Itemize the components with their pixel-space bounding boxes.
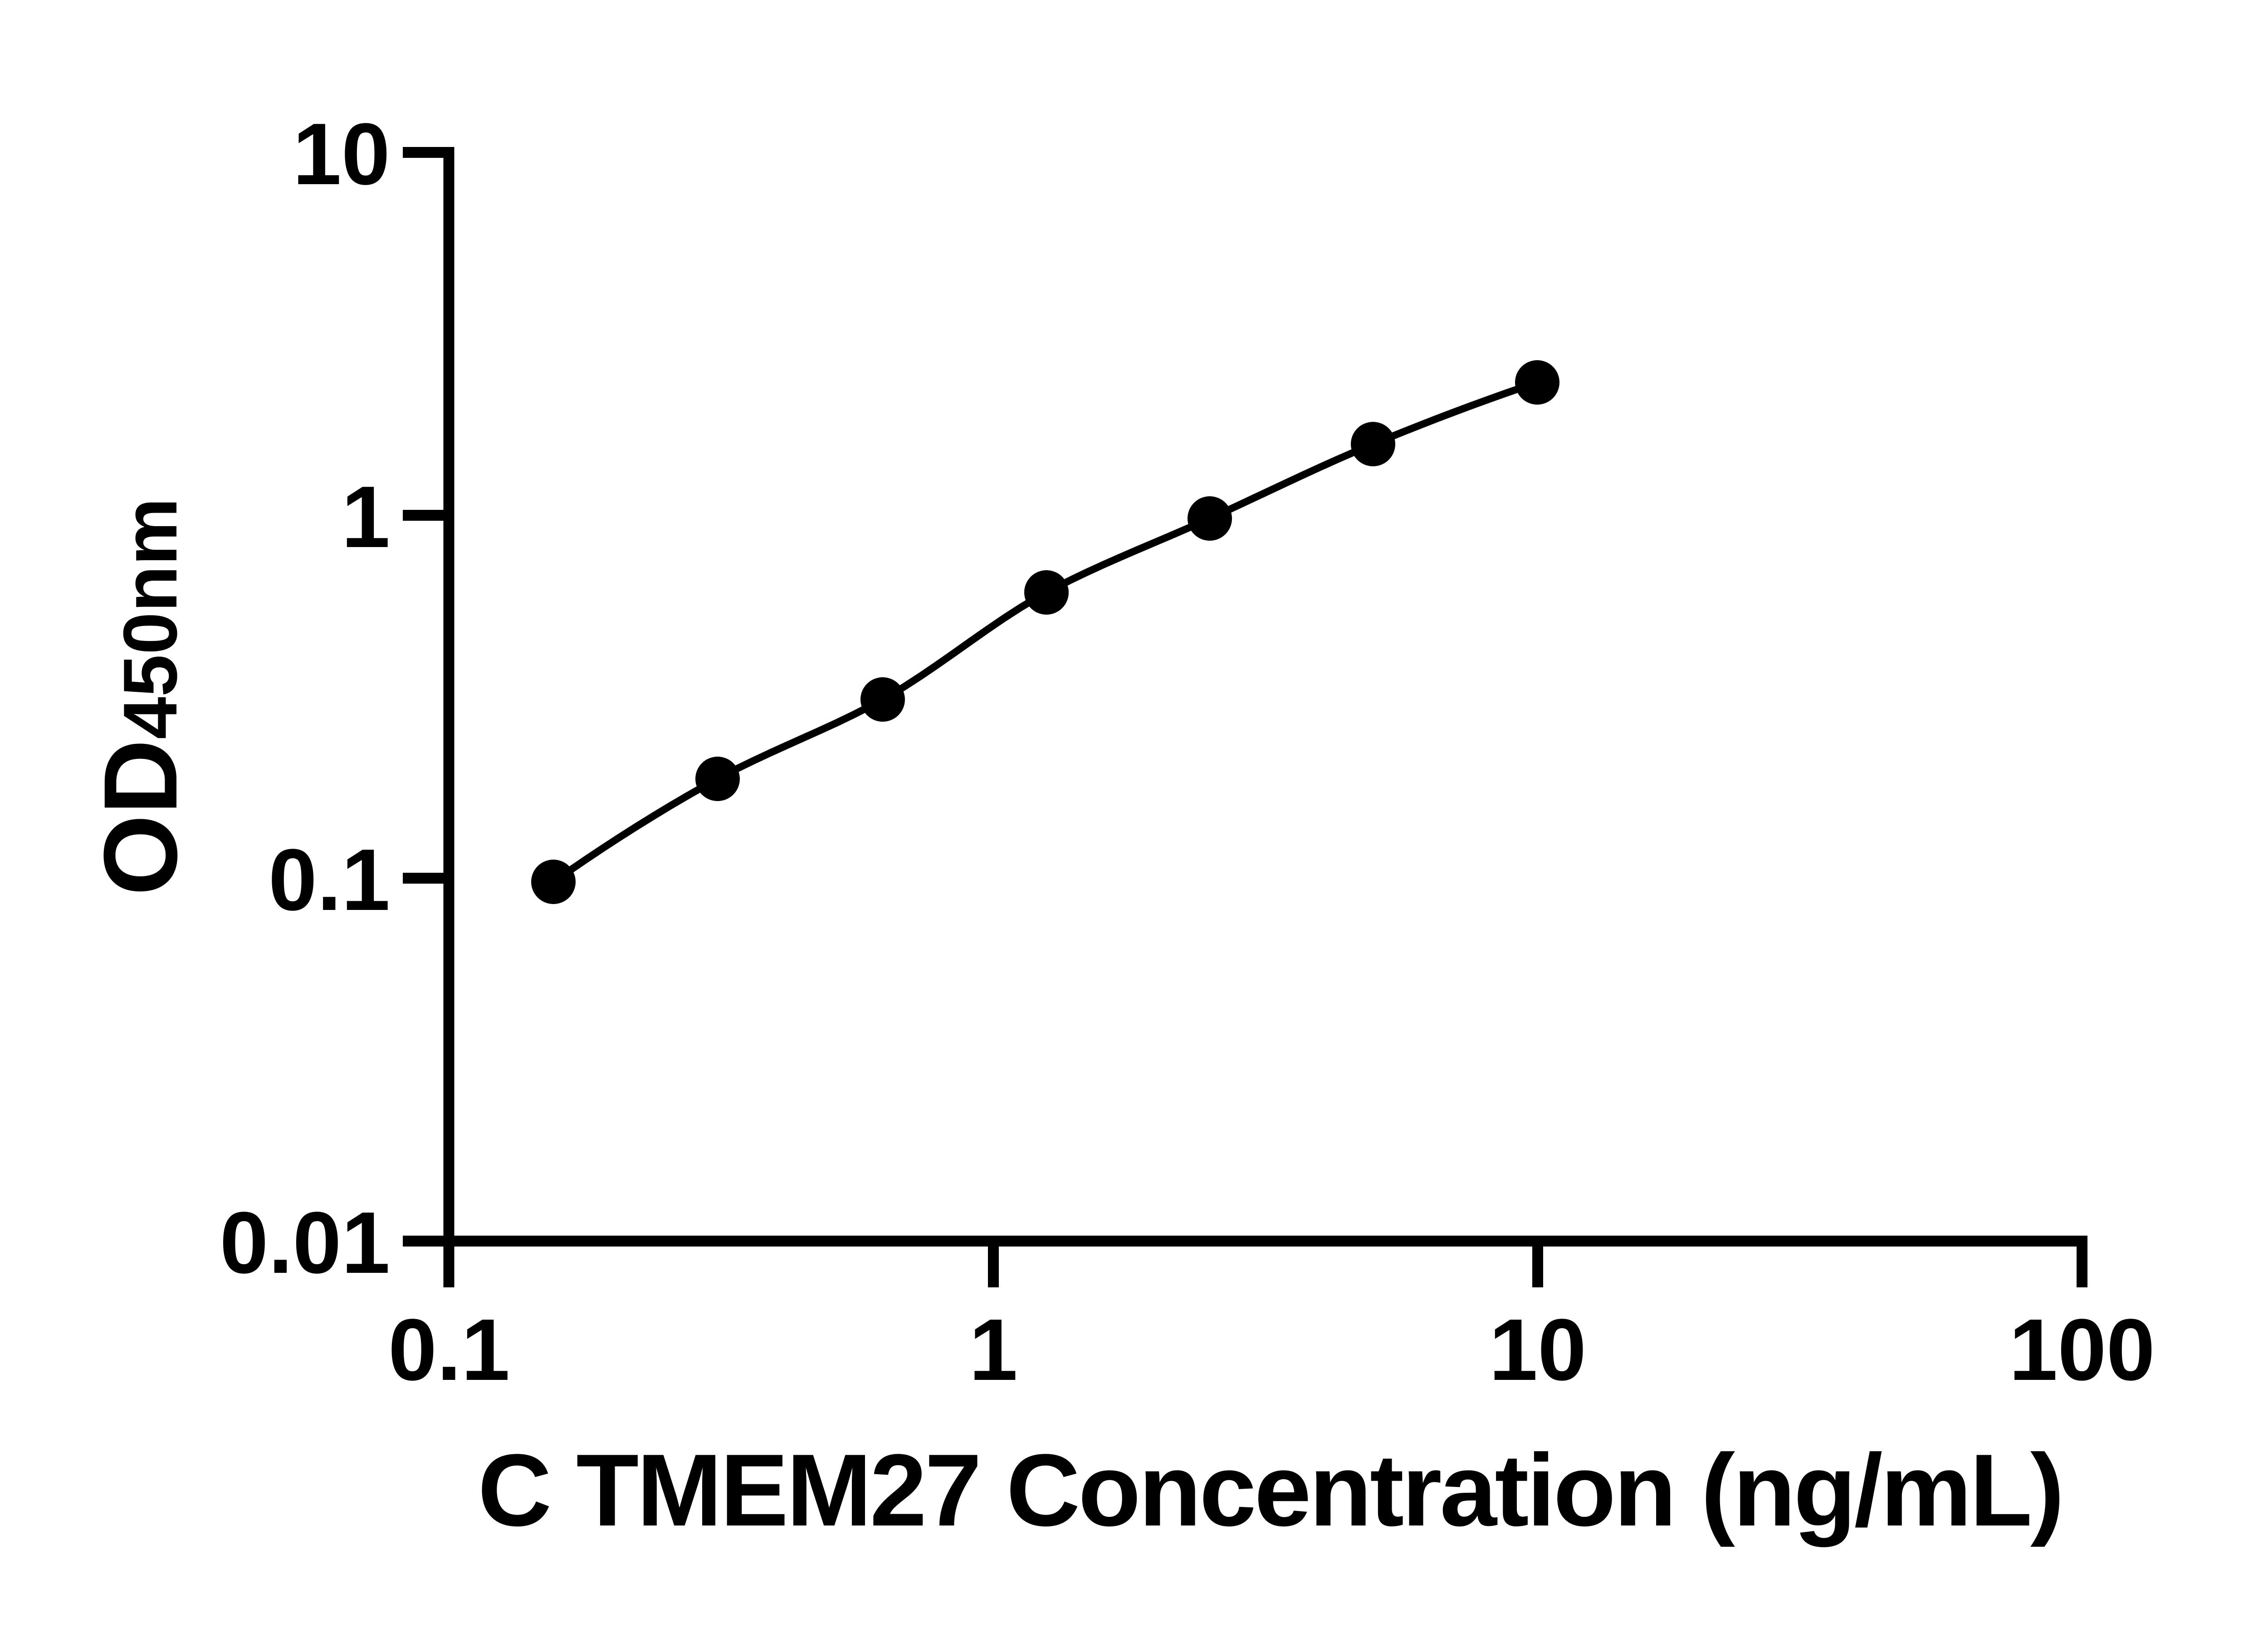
svg-text:1: 1 bbox=[342, 468, 390, 566]
svg-text:0.1: 0.1 bbox=[269, 831, 390, 929]
svg-text:100: 100 bbox=[2009, 1301, 2155, 1398]
svg-text:10: 10 bbox=[1489, 1301, 1587, 1398]
svg-text:0.1: 0.1 bbox=[388, 1301, 510, 1398]
svg-text:OD450nm: OD450nm bbox=[82, 498, 199, 895]
svg-text:0.01: 0.01 bbox=[220, 1193, 390, 1291]
svg-text:10: 10 bbox=[293, 105, 390, 203]
svg-text:1: 1 bbox=[969, 1301, 1017, 1398]
svg-text:C TMEM27 Concentration (ng/mL): C TMEM27 Concentration (ng/mL) bbox=[478, 1433, 2062, 1547]
